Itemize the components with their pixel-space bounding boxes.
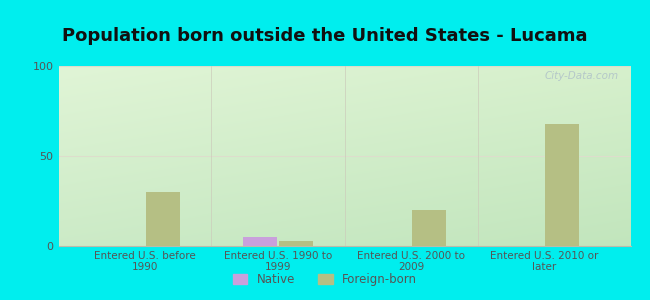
Legend: Native, Foreign-born: Native, Foreign-born (228, 269, 422, 291)
Bar (545, 124, 578, 246)
Text: Population born outside the United States - Lucama: Population born outside the United State… (62, 27, 588, 45)
Bar (280, 241, 313, 246)
Bar (412, 210, 446, 246)
Bar (146, 192, 179, 246)
Text: City-Data.com: City-Data.com (545, 71, 619, 81)
Bar (243, 237, 277, 246)
